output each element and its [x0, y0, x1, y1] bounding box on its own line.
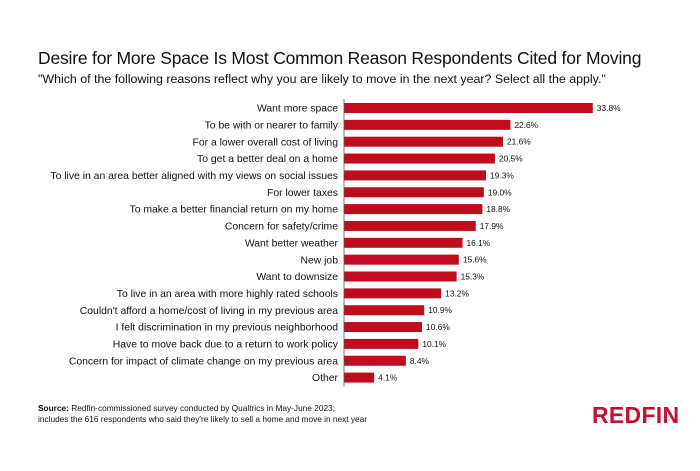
chart-subtitle: "Which of the following reasons reflect … [38, 72, 606, 86]
bar [344, 254, 459, 265]
value-label: 21.6% [507, 137, 531, 147]
bar [344, 237, 463, 248]
bar [344, 103, 593, 113]
value-label: 10.1% [422, 339, 446, 349]
bar [344, 305, 425, 316]
category-label: For lower taxes [267, 188, 338, 199]
value-label: 16.1% [467, 238, 491, 248]
chart-title: Desire for More Space Is Most Common Rea… [38, 48, 642, 68]
value-label: 13.2% [445, 288, 469, 298]
bar [344, 372, 375, 383]
bar [344, 338, 419, 349]
source-line-2: includes the 616 respondents who said th… [38, 414, 368, 424]
redfin-logo: REDFIN [592, 402, 680, 428]
bar [344, 204, 483, 215]
category-label: To live in an area with more highly rate… [117, 289, 338, 300]
bar [344, 136, 503, 147]
category-label: Other [312, 373, 339, 384]
value-label: 19.3% [490, 170, 514, 180]
category-label: Couldn't afford a home/cost of living in… [80, 306, 338, 317]
value-label: 15.3% [461, 272, 485, 282]
bar [344, 119, 511, 130]
value-label: 10.6% [426, 322, 450, 332]
source-footnote: Source: Redfin-commissioned survey condu… [38, 403, 367, 425]
category-label: Concern for impact of climate change on … [69, 356, 338, 367]
category-label: Have to move back due to a return to wor… [113, 340, 339, 351]
category-label: Want more space [257, 104, 338, 115]
category-label: Want better weather [245, 238, 339, 249]
bar [344, 187, 484, 198]
bar [344, 170, 487, 181]
value-label: 17.9% [480, 221, 504, 231]
category-label: For a lower overall cost of living [192, 137, 338, 148]
category-label: To get a better deal on a home [197, 154, 338, 165]
bar [344, 288, 442, 299]
value-label: 8.4% [410, 356, 430, 366]
bar [344, 220, 476, 231]
value-label: 4.1% [378, 373, 398, 383]
value-label: 18.8% [486, 204, 510, 214]
bars-layer: Want more space 33.8% To be with or nearer… [50, 103, 621, 384]
bar [344, 271, 457, 282]
value-label: 20.5% [499, 154, 523, 164]
value-label: 33.8% [597, 103, 621, 113]
bar-chart: Want more space 33.8% To be with or nearer… [50, 99, 621, 387]
category-label: Concern for safety/crime [225, 222, 338, 233]
value-label: 10.9% [428, 305, 452, 315]
source-label: Source: [38, 403, 69, 413]
category-label: New job [300, 255, 338, 266]
source-line-1: Redfin-commissioned survey conducted by … [68, 403, 335, 413]
value-label: 19.0% [488, 187, 512, 197]
bar [344, 322, 423, 333]
bar [344, 153, 495, 164]
value-label: 15.6% [463, 255, 487, 265]
category-label: I felt discrimination in my previous nei… [116, 323, 339, 334]
category-label: To make a better financial return on my … [130, 205, 339, 216]
value-label: 22.6% [514, 120, 538, 130]
bar [344, 355, 406, 366]
category-label: To be with or nearer to family [205, 120, 339, 131]
category-label: Want to downsize [256, 272, 338, 283]
category-label: To live in an area better aligned with m… [50, 171, 338, 182]
